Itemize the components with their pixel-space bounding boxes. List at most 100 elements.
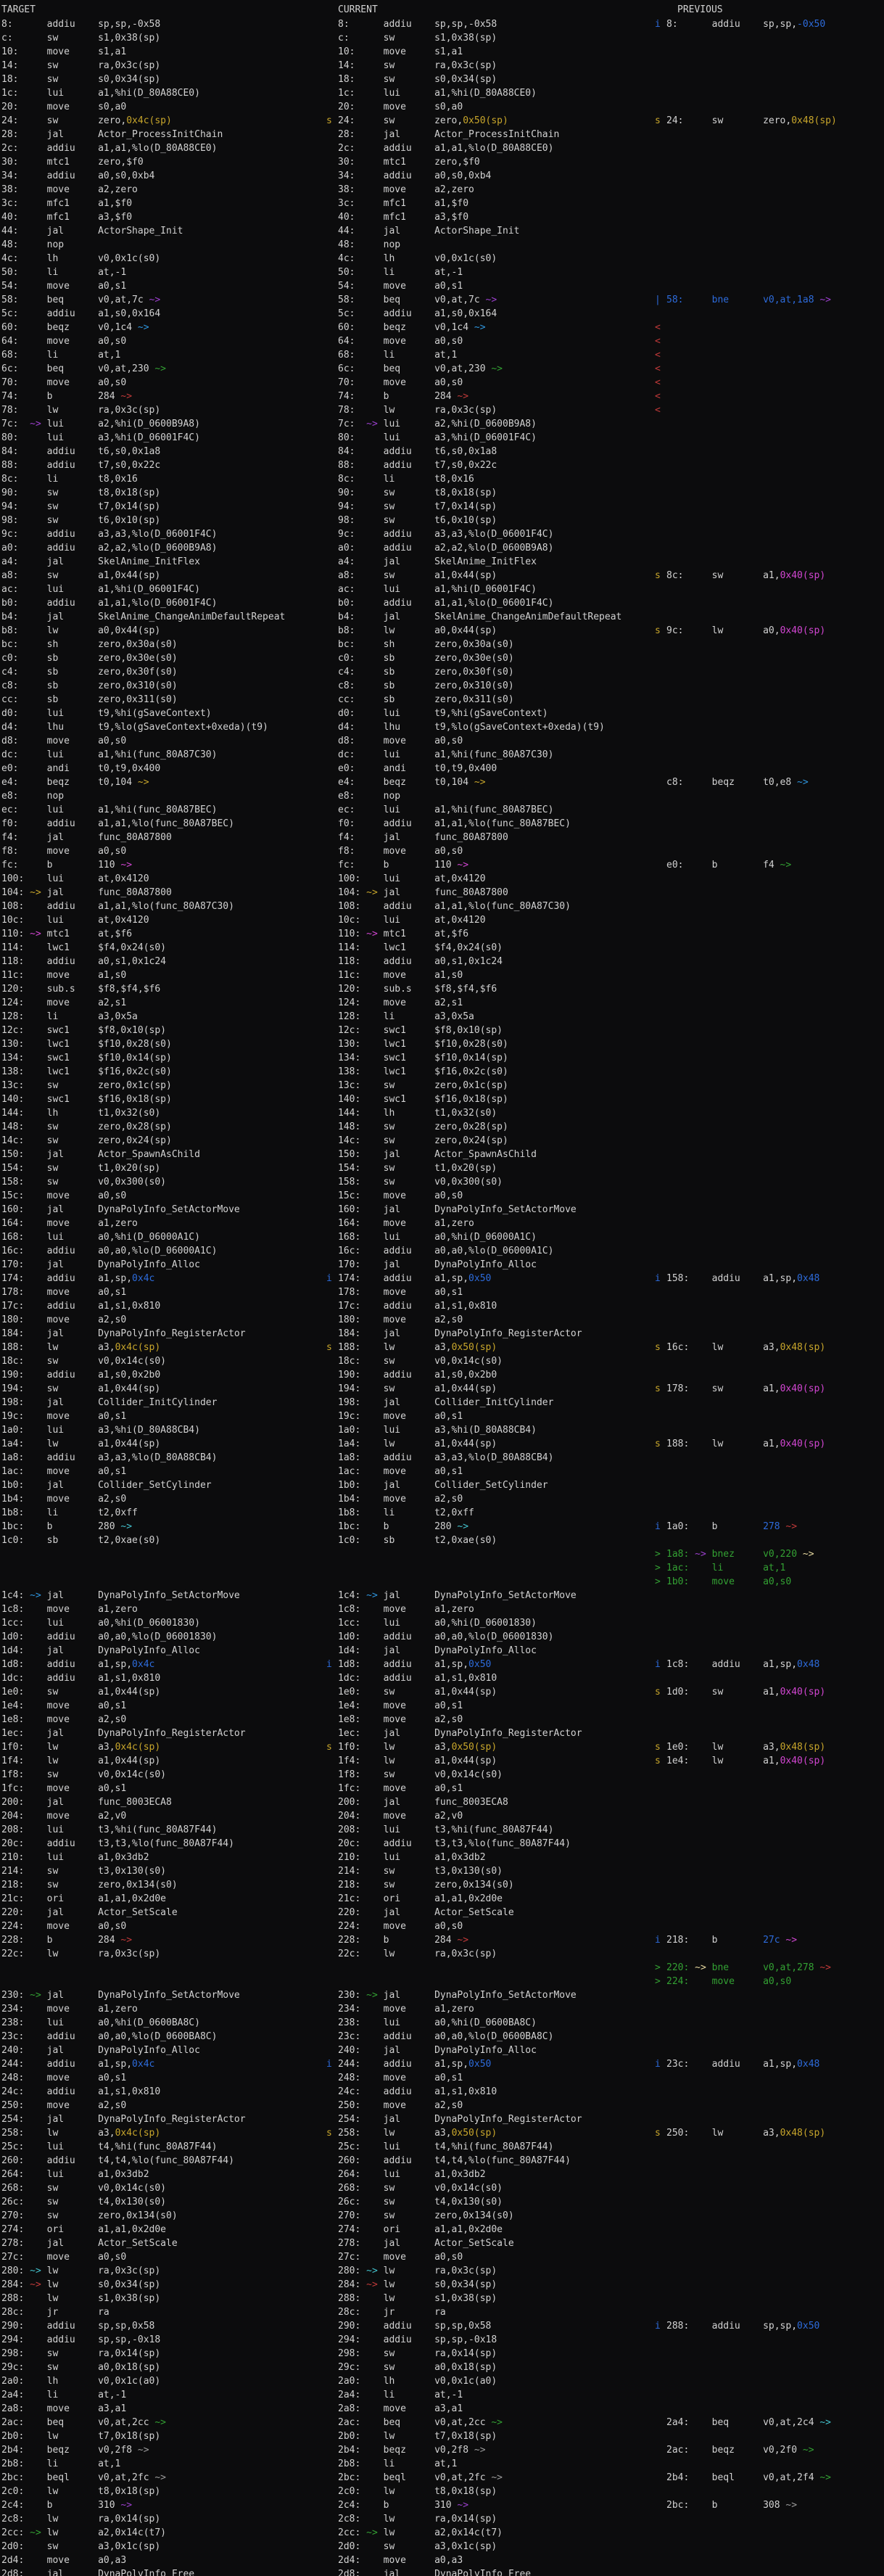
asm-row: 5c: addiu a1,s0,0x164 5c: addiu a1,s0,0x1… — [0, 307, 884, 321]
current-cell: 1bc: b 280 ~> — [338, 1521, 469, 1532]
asm-row: >1a8: ~> bnez v0,220 ~> — [0, 1547, 884, 1561]
target-cell: 164: move a1,zero — [1, 1218, 138, 1229]
previous-cell: 2a4: beq v0,at,2c4 ~> — [666, 2417, 832, 2428]
current-cell: 16c: addiu a0,a0,%lo(D_06000A1C) — [338, 1246, 554, 1256]
target-cell: 1b4: move a2,s0 — [1, 1494, 127, 1505]
target-cell: 10c: lui at,0x4120 — [1, 915, 149, 926]
diff-marker: s — [655, 1756, 661, 1766]
target-cell: 68: li at,1 — [1, 350, 121, 361]
current-cell: 5c: addiu a1,s0,0x164 — [338, 308, 497, 319]
asm-row: 28: jal Actor_ProcessInitChain 28: jal Ac… — [0, 128, 884, 141]
diff-marker: i — [326, 2059, 332, 2070]
current-cell: 1d0: addiu a0,a0,%lo(D_06001830) — [338, 1631, 554, 1642]
asm-row: 50: li at,-1 50: li at,-1 — [0, 266, 884, 279]
asm-row: b0: addiu a1,a1,%lo(D_06001F4C) b0: addiu… — [0, 596, 884, 610]
asm-row: 294: addiu sp,sp,-0x18 294: addiu sp,sp,-… — [0, 2333, 884, 2347]
target-cell: 1cc: lui a0,%hi(D_06001830) — [1, 1618, 200, 1629]
target-cell: 2c: addiu a1,a1,%lo(D_80A88CE0) — [1, 143, 218, 154]
current-cell: a4: jal SkelAnime_InitFlex — [338, 556, 537, 567]
target-cell: 1f8: sw v0,0x14c(s0) — [1, 1769, 166, 1780]
asm-row: 1e4: move a0,s1 1e4: move a0,s1 — [0, 1699, 884, 1713]
asm-row: 84: addiu t6,s0,0x1a8 84: addiu t6,s0,0x1… — [0, 445, 884, 458]
target-cell: 90: sw t8,0x18(sp) — [1, 487, 161, 498]
diff-marker: s — [655, 1742, 661, 1753]
previous-cell: 1c8: addiu a1,sp,0x48 — [666, 1659, 820, 1670]
target-cell: 44: jal ActorShape_Init — [1, 226, 183, 236]
current-cell: 2d4: move a0,a3 — [338, 2555, 463, 2566]
asm-row: 14: sw ra,0x3c(sp) 14: sw ra,0x3c(sp) — [0, 59, 884, 73]
current-cell: fc: b 110 ~> — [338, 860, 469, 871]
asm-row: 17c: addiu a1,s1,0x810 17c: addiu a1,s1,0… — [0, 1299, 884, 1313]
asm-row: 104: ~> jal func_80A87800 104: ~> jal fun… — [0, 886, 884, 900]
diff-marker: s — [655, 2128, 661, 2139]
diff-marker: i — [326, 1659, 332, 1670]
current-cell: 12c: swc1 $f8,0x10(sp) — [338, 1025, 503, 1036]
target-cell: 130: lwc1 $f10,0x28(s0) — [1, 1039, 172, 1050]
current-cell: 104: ~> jal func_80A87800 — [338, 887, 508, 898]
asm-row: 38: move a2,zero 38: move a2,zero — [0, 183, 884, 197]
current-cell: 110: ~> mtc1 at,$f6 — [338, 929, 469, 939]
current-cell: 154: sw t1,0x20(sp) — [338, 1163, 497, 1174]
target-cell: 1a0: lui a3,%hi(D_80A88CB4) — [1, 1425, 200, 1436]
asm-row: 2d0: sw a3,0x1c(sp) 2d0: sw a3,0x1c(sp) — [0, 2540, 884, 2554]
current-cell: 1a4: lw a1,0x44(sp) — [338, 1439, 497, 1449]
current-cell: 3c: mfc1 a1,$f0 — [338, 198, 469, 209]
target-cell: 1f0: lw a3,0x4c(sp) — [1, 1742, 161, 1753]
target-cell: 38: move a2,zero — [1, 184, 138, 195]
target-cell: 278: jal Actor_SetScale — [1, 2238, 178, 2249]
asm-row: 19c: move a0,s1 19c: move a0,s1 — [0, 1410, 884, 1423]
asm-row: 154: sw t1,0x20(sp) 154: sw t1,0x20(sp) — [0, 1161, 884, 1175]
diff-marker: s — [655, 115, 661, 126]
asm-row: 20: move s0,a0 20: move s0,a0 — [0, 100, 884, 114]
asm-row: 80: lui a3,%hi(D_06001F4C) 80: lui a3,%hi… — [0, 431, 884, 445]
current-cell: e4: beqz t0,104 ~> — [338, 777, 486, 788]
target-cell: 284: ~> lw s0,0x34(sp) — [1, 2279, 161, 2290]
asm-row: 290: addiu sp,sp,0x58 290: addiu sp,sp,0x… — [0, 2319, 884, 2333]
current-cell: 124: move a2,s1 — [338, 997, 463, 1008]
current-cell: 274: ori a1,a1,0x2d0e — [338, 2224, 503, 2235]
target-cell: 40: mfc1 a3,$f0 — [1, 212, 133, 223]
previous-cell: 158: addiu a1,sp,0x48 — [666, 1273, 820, 1284]
target-cell: 254: jal DynaPolyInfo_RegisterActor — [1, 2114, 246, 2125]
asm-row: 30: mtc1 zero,$f0 30: mtc1 zero,$f0 — [0, 155, 884, 169]
current-cell: 1fc: move a0,s1 — [338, 1783, 463, 1794]
current-cell: 188: lw a3,0x50(sp) — [338, 1342, 497, 1353]
asm-row: 29c: sw a0,0x18(sp) 29c: sw a0,0x18(sp) — [0, 2361, 884, 2374]
current-cell: 50: li at,-1 — [338, 267, 463, 278]
current-cell: 140: swc1 $f16,0x18(sp) — [338, 1094, 508, 1105]
asm-row: 224: move a0,s0 224: move a0,s0 — [0, 1919, 884, 1933]
asm-row: ec: lui a1,%hi(func_80A87BEC) ec: lui a1,… — [0, 803, 884, 817]
asm-row: 184: jal DynaPolyInfo_RegisterActor 184: … — [0, 1327, 884, 1341]
previous-cell: 1ac: li at,1 — [666, 1563, 786, 1573]
asm-row: 2a4: li at,-1 2a4: li at,-1 — [0, 2388, 884, 2402]
current-cell: 208: lui t3,%hi(func_80A87F44) — [338, 1824, 554, 1835]
current-cell: 2bc: beql v0,at,2fc ~> — [338, 2472, 503, 2483]
asm-row: 108: addiu a1,a1,%lo(func_80A87C30) 108: … — [0, 900, 884, 913]
asm-row: 1f4: lw a1,0x44(sp) 1f4: lw a1,0x44(sp) s 1… — [0, 1754, 884, 1768]
asm-row: 23c: addiu a0,a0,%lo(D_0600BA8C) 23c: add… — [0, 2030, 884, 2044]
current-cell: 194: sw a1,0x44(sp) — [338, 1383, 497, 1394]
target-cell: 268: sw v0,0x14c(s0) — [1, 2183, 166, 2194]
target-cell: 100: lui at,0x4120 — [1, 873, 149, 884]
asm-row: 9c: addiu a3,a3,%lo(D_06001F4C) 9c: addiu… — [0, 527, 884, 541]
current-cell: 284: ~> lw s0,0x34(sp) — [338, 2279, 497, 2290]
current-cell: 6c: beq v0,at,230 ~> — [338, 363, 503, 374]
target-cell: c0: sb zero,0x30e(s0) — [1, 653, 178, 664]
asm-row: 2c: addiu a1,a1,%lo(D_80A88CE0) 2c: addiu… — [0, 141, 884, 155]
current-cell: a0: addiu a2,a2,%lo(D_0600B9A8) — [338, 543, 554, 554]
target-cell: 258: lw a3,0x4c(sp) — [1, 2128, 161, 2139]
current-cell: 1ac: move a0,s1 — [338, 1466, 463, 1477]
target-cell: 25c: lui t4,%hi(func_80A87F44) — [1, 2141, 218, 2152]
current-cell: 1dc: addiu a1,s1,0x810 — [338, 1673, 497, 1684]
target-cell: 18: sw s0,0x34(sp) — [1, 74, 161, 85]
asm-row: 274: ori a1,a1,0x2d0e 274: ori a1,a1,0x2d… — [0, 2223, 884, 2236]
asm-row: 88: addiu t7,s0,0x22c 88: addiu t7,s0,0x2… — [0, 458, 884, 472]
current-cell: c4: sb zero,0x30f(s0) — [338, 667, 514, 678]
target-cell: 140: swc1 $f16,0x18(sp) — [1, 1094, 172, 1105]
asm-row: 208: lui t3,%hi(func_80A87F44) 208: lui t… — [0, 1823, 884, 1837]
current-cell: 27c: move a0,s0 — [338, 2252, 463, 2263]
target-cell: 16c: addiu a0,a0,%lo(D_06000A1C) — [1, 1246, 218, 1256]
asm-row: 16c: addiu a0,a0,%lo(D_06000A1C) 16c: add… — [0, 1244, 884, 1258]
target-cell: 188: lw a3,0x4c(sp) — [1, 1342, 161, 1353]
asm-row: 188: lw a3,0x4c(sp) s 188: lw a3,0x50(sp) s… — [0, 1341, 884, 1354]
